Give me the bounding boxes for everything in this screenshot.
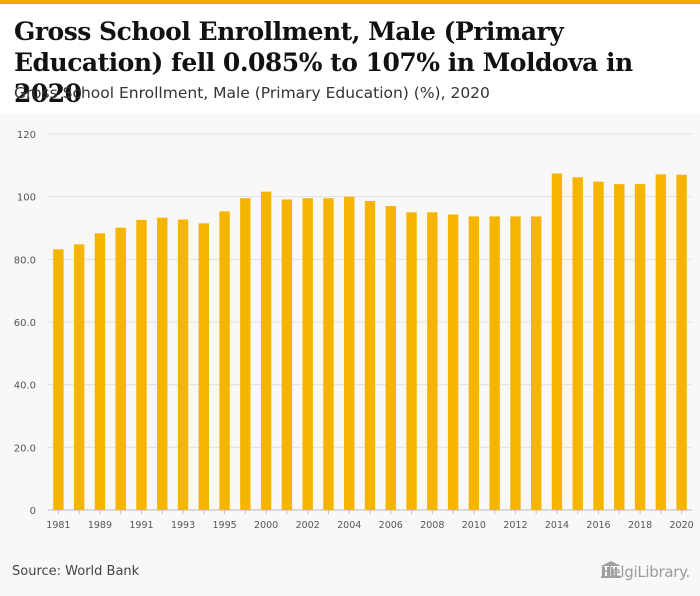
x-tick-label: 2002	[296, 520, 320, 531]
x-tick-label: 2010	[462, 520, 486, 531]
bar-2000[interactable]	[260, 191, 272, 511]
x-tick-label: 2012	[503, 520, 527, 531]
x-tick-label: 2020	[670, 520, 694, 531]
brand-name: HelgiLibrary.	[600, 563, 690, 581]
x-tick-label: 2000	[254, 520, 278, 531]
bars	[53, 173, 687, 511]
x-tick-label: 1991	[129, 520, 153, 531]
bar-2011[interactable]	[489, 216, 500, 510]
x-tick-label: 2006	[379, 520, 403, 531]
bar-2007[interactable]	[406, 212, 417, 511]
bar-2013[interactable]	[531, 216, 542, 510]
bar-2006[interactable]	[385, 206, 396, 511]
bar-1995[interactable]	[219, 211, 230, 511]
x-tick-label: 1993	[171, 520, 195, 531]
y-tick-label: 100	[17, 193, 36, 204]
bar-2004[interactable]	[344, 196, 355, 510]
brand-logo[interactable]: HelgiLibrary.	[600, 561, 690, 583]
bar-1981[interactable]	[53, 249, 64, 510]
y-tick-label: 40.0	[14, 381, 36, 392]
chart-title: Gross School Enrollment, Male (Primary E…	[14, 17, 633, 108]
chart-subtitle: Gross School Enrollment, Male (Primary E…	[14, 84, 490, 102]
bar-2019[interactable]	[655, 174, 667, 511]
bar-1994[interactable]	[198, 223, 209, 511]
top-accent-rule	[0, 0, 700, 4]
x-tick-label: 1981	[46, 520, 70, 531]
x-tick-label: 2018	[628, 520, 652, 531]
y-tick-label: 120	[17, 130, 36, 141]
bar-2016[interactable]	[593, 181, 604, 511]
chart-header: Gross School Enrollment, Male (Primary E…	[0, 4, 700, 114]
x-tick-label: 2016	[586, 520, 610, 531]
bar-2005[interactable]	[364, 201, 376, 510]
bar-1991[interactable]	[136, 219, 147, 510]
bar-2014[interactable]	[551, 173, 563, 511]
x-tick-label: 1995	[212, 520, 236, 531]
bar-2012[interactable]	[510, 216, 521, 510]
source-note: Source: World Bank	[12, 564, 140, 579]
bar-2009[interactable]	[447, 214, 459, 510]
x-axis: 1981 1989 1991 1993 1995 2000 2002 2004 2006 2008…	[46, 510, 694, 531]
bar-2003[interactable]	[323, 198, 334, 510]
bar-1993[interactable]	[177, 219, 189, 511]
x-tick-label: 1989	[88, 520, 112, 531]
bar-1990[interactable]	[115, 227, 126, 511]
y-tick-label: 80.0	[14, 255, 36, 266]
bar-2018[interactable]	[634, 184, 646, 510]
y-tick-label: 60.0	[14, 318, 36, 329]
bar-2001[interactable]	[281, 199, 293, 510]
library-building-icon	[601, 561, 622, 578]
bar-2010[interactable]	[468, 216, 480, 510]
bar-2015[interactable]	[572, 177, 583, 511]
x-tick-label: 2014	[545, 520, 569, 531]
bar-2002[interactable]	[302, 198, 313, 510]
bar-2017[interactable]	[614, 184, 625, 510]
bar-1999[interactable]	[240, 198, 251, 510]
y-tick-label: 0	[30, 506, 36, 517]
x-tick-label: 2008	[420, 520, 444, 531]
bar-1984[interactable]	[73, 244, 85, 510]
bar-2008[interactable]	[427, 212, 438, 511]
y-tick-label: 20.0	[14, 443, 36, 454]
x-tick-label: 2004	[337, 520, 361, 531]
bar-2020[interactable]	[676, 174, 687, 510]
bar-1989[interactable]	[94, 233, 106, 510]
bar-1992[interactable]	[157, 217, 168, 510]
